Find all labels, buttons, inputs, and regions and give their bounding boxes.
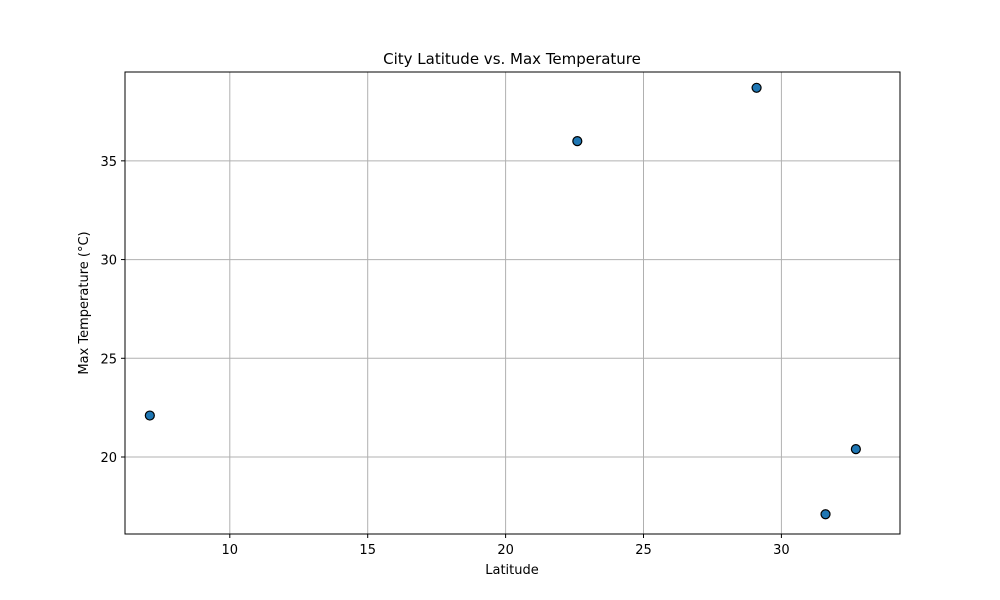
y-tick-label: 20 (100, 451, 117, 466)
x-tick-label: 20 (497, 543, 514, 558)
x-tick-label: 25 (635, 543, 652, 558)
chart-title: City Latitude vs. Max Temperature (383, 50, 641, 68)
axis-ticks: 10 15 20 25 30 20 25 30 35 (100, 155, 789, 558)
y-tick-label: 25 (100, 352, 117, 367)
x-tick-label: 10 (222, 543, 239, 558)
x-tick-label: 30 (773, 543, 790, 558)
data-point (850, 444, 861, 455)
y-axis-label: Max Temperature (°C) (77, 231, 92, 374)
data-point (144, 410, 155, 421)
plot-area-frame (124, 71, 901, 535)
x-axis-label: Latitude (485, 563, 539, 578)
y-tick-label: 35 (100, 155, 117, 170)
data-points (144, 82, 861, 520)
x-tick-label: 15 (359, 543, 376, 558)
data-point (751, 82, 762, 93)
data-point (572, 136, 583, 147)
grid-lines (125, 72, 900, 534)
data-point (820, 509, 831, 520)
y-tick-label: 30 (100, 254, 117, 269)
